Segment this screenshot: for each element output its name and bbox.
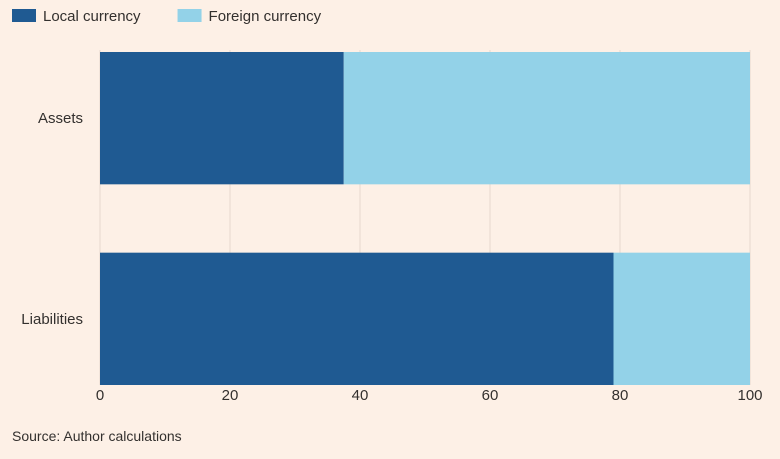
x-tick-label-100: 100 bbox=[737, 387, 762, 404]
category-label-assets: Assets bbox=[38, 110, 83, 127]
source-note: Source: Author calculations bbox=[12, 428, 182, 444]
bar-liabilities-local-currency bbox=[100, 252, 614, 385]
x-axis-ticks: 0 20 40 60 80 100 bbox=[96, 387, 763, 404]
x-tick-label-40: 40 bbox=[352, 387, 369, 404]
bar-assets-foreign-currency bbox=[343, 52, 750, 185]
legend-label-foreign-currency: Foreign currency bbox=[209, 8, 322, 25]
bars bbox=[100, 52, 750, 385]
legend-label-local-currency: Local currency bbox=[43, 8, 141, 25]
bar-assets-local-currency bbox=[100, 52, 344, 185]
category-labels: Assets Liabilities bbox=[21, 110, 83, 328]
legend-swatch-foreign-currency bbox=[177, 9, 202, 22]
legend-swatch-local-currency bbox=[12, 9, 36, 22]
x-tick-label-20: 20 bbox=[222, 387, 239, 404]
category-label-liabilities: Liabilities bbox=[21, 311, 83, 328]
x-tick-label-0: 0 bbox=[96, 387, 104, 404]
legend: Local currency Foreign currency bbox=[12, 8, 322, 25]
x-tick-label-60: 60 bbox=[482, 387, 499, 404]
x-tick-label-80: 80 bbox=[612, 387, 629, 404]
bar-liabilities-foreign-currency bbox=[613, 252, 750, 385]
